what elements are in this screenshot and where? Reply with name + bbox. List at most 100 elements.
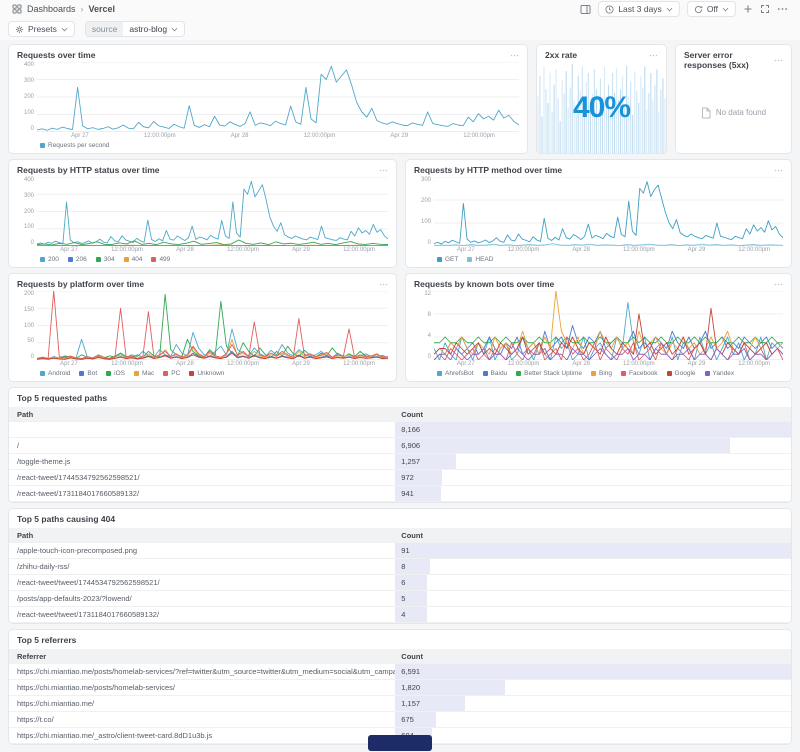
panel-menu-icon[interactable]	[774, 169, 783, 172]
table-row[interactable]: https://t.co/675	[9, 712, 791, 728]
path-cell[interactable]	[9, 422, 395, 437]
count-cell: 675	[395, 712, 791, 727]
legend-item[interactable]: 206	[67, 256, 87, 263]
sidebar-toggle-icon[interactable]	[580, 4, 591, 15]
x-tick-label: Apr 29	[292, 247, 310, 253]
source-filter[interactable]: source astro-blog	[84, 21, 186, 37]
legend-item[interactable]: Better Stack Uptime	[516, 370, 582, 377]
bottom-overlay-widget[interactable]	[368, 735, 432, 751]
plot-area[interactable]	[37, 291, 388, 360]
count-cell: 1,820	[395, 680, 791, 695]
path-cell[interactable]: /	[17, 441, 20, 450]
legend-item[interactable]: Baidu	[482, 370, 507, 377]
path-cell[interactable]: /toggle-theme.js	[17, 457, 71, 466]
column-header[interactable]: Count	[401, 651, 423, 661]
table-row[interactable]: /react-tweet/1744534792562598521/972	[9, 470, 791, 486]
add-panel-icon[interactable]	[743, 4, 753, 14]
legend-item[interactable]: PC	[163, 370, 180, 377]
column-header[interactable]: Path	[17, 530, 34, 540]
legend-item[interactable]: 304	[95, 256, 115, 263]
panel-menu-icon[interactable]	[774, 283, 783, 286]
platform-line-chart[interactable]: 200 150 100 50 0 Apr 27 12:00:00pm Apr 28 12:00:…	[9, 291, 396, 381]
breadcrumb-dashboards[interactable]: Dashboards	[27, 4, 76, 14]
path-cell[interactable]: https://chi.miantiao.me/	[17, 699, 95, 708]
legend-label: Requests per second	[48, 142, 110, 149]
legend-item[interactable]: Google	[666, 370, 696, 377]
path-cell[interactable]: /zhihu-daily-rss/	[17, 562, 70, 571]
path-cell[interactable]: /react-tweet/1731184017660589132/	[17, 489, 140, 498]
panel-menu-icon[interactable]	[649, 54, 658, 57]
requests-line-chart[interactable]: 400 300 200 100 0 Apr 27 12:00:00pm Apr 28 12:00…	[9, 62, 527, 153]
legend-item[interactable]: Requests per second	[40, 142, 109, 149]
path-cell[interactable]: https://t.co/	[17, 715, 54, 724]
presets-dropdown[interactable]: Presets	[8, 21, 75, 37]
panel-menu-icon[interactable]	[379, 283, 388, 286]
plot-area[interactable]	[37, 62, 519, 132]
legend-item[interactable]: Android	[40, 370, 70, 377]
table-row[interactable]: /react-tweet/tweet/1731184017660589132/4	[9, 607, 791, 623]
table-row[interactable]: https://chi.miantiao.me/posts/homelab-se…	[9, 664, 791, 680]
legend-item[interactable]: GET	[437, 256, 458, 263]
path-cell[interactable]: https://chi.miantiao.me/posts/homelab-se…	[17, 683, 175, 692]
table-row[interactable]: / 6,906	[9, 438, 791, 454]
table-row[interactable]: https://chi.miantiao.me/posts/homelab-se…	[9, 680, 791, 696]
chart-legend: Requests per second	[17, 141, 519, 150]
y-tick-label: 0	[30, 126, 34, 132]
legend-item[interactable]: Unknown	[189, 370, 224, 377]
http-status-line-chart[interactable]: 400 300 200 100 0 Apr 27 12:00:00pm Apr 28 12:00…	[9, 177, 396, 267]
table-row[interactable]: https://chi.miantiao.me/1,157	[9, 696, 791, 712]
http-method-line-chart[interactable]: 300 200 100 0 Apr 27 12:00:00pm Apr 28 12:00:00…	[406, 177, 791, 267]
column-header[interactable]: Path	[17, 409, 34, 419]
path-cell[interactable]: /apple-touch-icon-precomposed.png	[17, 546, 138, 555]
x-tick-label: Apr 27	[71, 133, 89, 139]
path-cell[interactable]: /react-tweet/tweet/1744534792562598521/	[17, 578, 160, 587]
legend-item[interactable]: 404	[123, 256, 142, 263]
count-value: 91	[401, 546, 410, 555]
count-bar	[395, 712, 436, 727]
plot-area[interactable]	[37, 177, 388, 246]
legend-item[interactable]: Mac	[134, 370, 154, 377]
known-bots-line-chart[interactable]: 12 8 4 0 Apr 27 12:00:00pm Apr 28 12:00:00pm Apr…	[406, 291, 791, 381]
legend-item[interactable]: Yandex	[704, 370, 734, 377]
column-header[interactable]: Count	[401, 409, 423, 419]
legend-item[interactable]: Facebook	[621, 370, 658, 377]
legend-item[interactable]: Bot	[79, 370, 97, 377]
auto-refresh-dropdown[interactable]: Off	[686, 1, 736, 17]
column-header[interactable]: Count	[401, 530, 423, 540]
panel-menu-icon[interactable]	[379, 169, 388, 172]
panel-top-requested-paths: Top 5 requested paths Path Count 8,166 / 6,9…	[8, 387, 792, 503]
expand-icon[interactable]	[760, 4, 770, 14]
2xx-rate-metric[interactable]: 40%	[537, 62, 666, 153]
legend-item[interactable]: iOS	[106, 370, 125, 377]
table-row[interactable]: /react-tweet/1731184017660589132/941	[9, 486, 791, 502]
panel-2xx-rate: 2xx rate 40%	[536, 44, 667, 154]
path-cell[interactable]: /posts/app-defaults-2023/?lowend/	[17, 594, 132, 603]
legend-item[interactable]: 499	[151, 256, 170, 263]
path-cell[interactable]: https://chi.miantiao.me/posts/homelab-se…	[17, 667, 396, 676]
plot-area[interactable]	[434, 177, 783, 246]
table-row[interactable]: /apple-touch-icon-precomposed.png 91	[9, 543, 791, 559]
legend-item[interactable]: HEAD	[467, 256, 493, 263]
table-row[interactable]: /posts/app-defaults-2023/?lowend/5	[9, 591, 791, 607]
column-header[interactable]: Referrer	[17, 651, 47, 661]
legend-item[interactable]: AhrefsBot	[437, 370, 474, 377]
refresh-icon	[694, 5, 703, 13]
more-menu-icon[interactable]	[777, 7, 788, 11]
legend-item[interactable]: Bing	[590, 370, 612, 377]
panel-menu-icon[interactable]	[774, 59, 783, 62]
table-row[interactable]: 8,166	[9, 422, 791, 438]
path-cell[interactable]: /react-tweet/tweet/1731184017660589132/	[17, 610, 160, 619]
table-header-row: Path Count	[9, 528, 791, 543]
y-tick-label: 400	[23, 62, 34, 68]
path-cell[interactable]: /react-tweet/1744534792562598521/	[17, 473, 140, 482]
table-row[interactable]: /zhihu-daily-rss/8	[9, 559, 791, 575]
table-row[interactable]: /react-tweet/tweet/1744534792562598521/6	[9, 575, 791, 591]
panel-menu-icon[interactable]	[510, 54, 519, 57]
plot-area[interactable]	[434, 291, 783, 360]
y-tick-label: 100	[420, 219, 431, 225]
path-cell[interactable]: https://chi.miantiao.me/_astro/client-tw…	[17, 731, 213, 740]
time-range-dropdown[interactable]: Last 3 days	[598, 1, 680, 17]
table-row[interactable]: /toggle-theme.js 1,257	[9, 454, 791, 470]
source-filter-value[interactable]: astro-blog	[123, 22, 185, 36]
legend-item[interactable]: 200	[40, 256, 59, 263]
